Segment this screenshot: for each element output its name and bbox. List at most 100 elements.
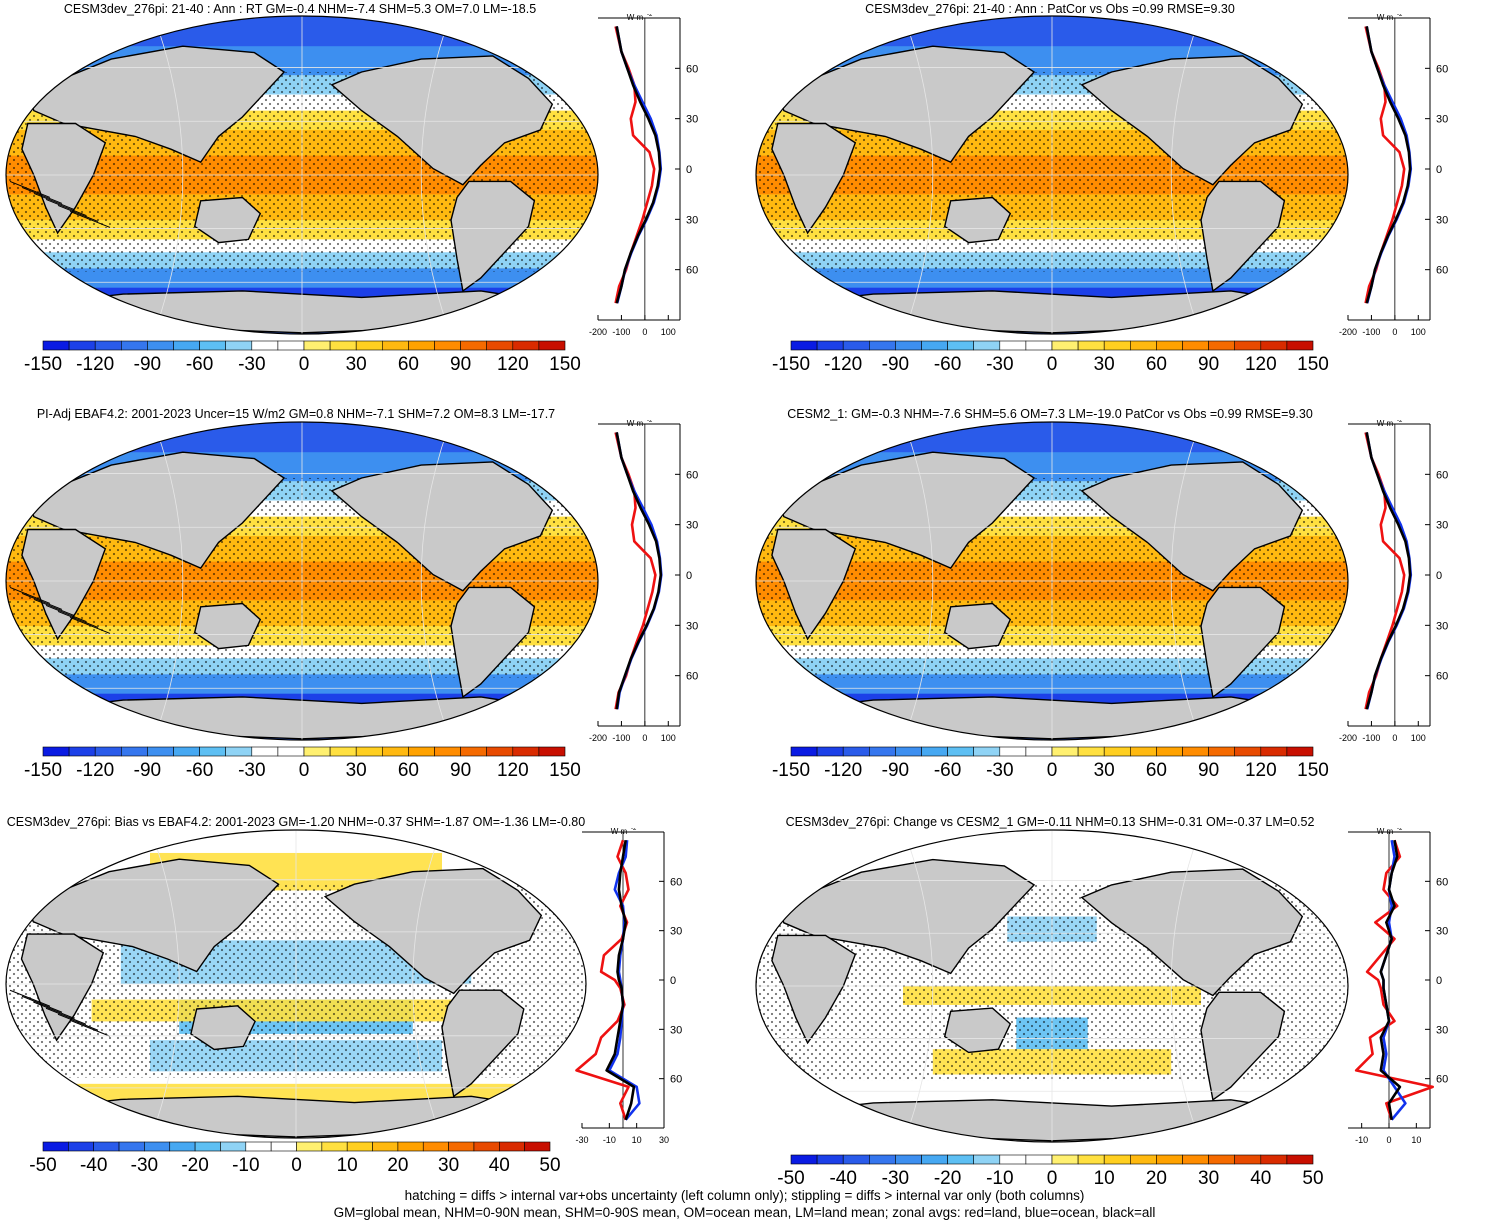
colorbar-label: 150 xyxy=(549,354,581,375)
zonal-ocean-line xyxy=(607,840,641,1121)
colorbar-swatch xyxy=(973,746,1001,757)
panel-title: CESM3dev_276pi: 21-40 : Ann : RT GM=-0.4… xyxy=(63,2,537,16)
colorbar-label: -150 xyxy=(23,760,63,781)
map-panel xyxy=(755,829,1349,1143)
colorbar-swatch xyxy=(93,1141,120,1152)
colorbar-label: -120 xyxy=(824,760,863,781)
colorbar-swatch xyxy=(1129,1154,1157,1165)
colorbar-swatch xyxy=(434,340,461,351)
colorbar-label: -90 xyxy=(133,354,162,375)
lat-tick-label: 60S xyxy=(1436,265,1448,277)
zonal-mean-plot: W m-2 60N 30N 0 30S 60S -200 -100 0 100 xyxy=(1339,14,1448,337)
colorbar-label: -40 xyxy=(79,1155,108,1176)
colorbar-label: 0 xyxy=(298,354,310,375)
zonal-unit-superscript: -2 xyxy=(1397,14,1403,18)
colorbar-swatch xyxy=(973,340,1001,351)
colorbar-label: -60 xyxy=(933,760,962,781)
colorbar-swatch xyxy=(225,340,253,351)
colorbar-swatch xyxy=(94,746,122,757)
lat-tick-label: 60N xyxy=(1436,469,1448,481)
x-tick-label: -200 xyxy=(589,327,607,337)
colorbar-label: -120 xyxy=(76,354,115,375)
colorbar-swatch xyxy=(68,340,96,351)
colorbar-swatch xyxy=(1051,340,1079,351)
land-mass xyxy=(943,196,1012,244)
colorbar-swatch xyxy=(251,340,279,351)
hatch-line xyxy=(69,616,111,634)
colorbar-swatch xyxy=(486,746,514,757)
land-mass xyxy=(1080,55,1304,186)
colorbar xyxy=(790,746,1314,757)
x-tick-label: -10 xyxy=(603,1135,616,1145)
lat-tick-label: 0 xyxy=(1436,164,1442,176)
graticule-line xyxy=(902,422,934,740)
zonal-unit-label: W m xyxy=(611,828,628,836)
colorbar-swatch xyxy=(1051,746,1079,757)
colorbar-swatch xyxy=(355,746,383,757)
land-mass xyxy=(190,1005,256,1051)
colorbar-swatch xyxy=(1234,1154,1262,1165)
colorbar-swatch xyxy=(381,340,409,351)
zonal-all-line xyxy=(1365,432,1412,710)
colorbar-swatch xyxy=(842,340,870,351)
lat-tick-label: 60N xyxy=(1436,876,1448,888)
zonal-land-line xyxy=(614,432,657,710)
hatch-line xyxy=(21,995,63,1013)
colorbar-swatch xyxy=(790,340,818,351)
land-mass xyxy=(771,528,857,641)
land-mass xyxy=(450,586,536,699)
lat-tick-label: 60N xyxy=(686,63,698,75)
zonal-land-line xyxy=(1364,432,1406,710)
lat-tick-label: 60N xyxy=(670,876,682,888)
colorbar-label: 60 xyxy=(397,760,419,781)
lat-tick-label: 30S xyxy=(1436,620,1448,632)
colorbar-label: 120 xyxy=(1244,760,1277,781)
colorbar-label: -150 xyxy=(771,354,811,375)
x-tick-label: 10 xyxy=(632,1135,642,1145)
x-tick-label: -10 xyxy=(1355,1135,1368,1145)
x-tick-label: -100 xyxy=(1362,733,1380,743)
panel-title: CESM2_1: GM=-0.3 NHM=-7.6 SHM=5.6 OM=7.3… xyxy=(787,407,1313,421)
footer-line-1: hatching = diffs > internal var+obs unce… xyxy=(404,1188,1085,1203)
colorbar-label: -120 xyxy=(824,354,863,375)
colorbar-swatch xyxy=(1077,1154,1105,1165)
colorbar-label: -30 xyxy=(881,1168,910,1189)
colorbar-swatch xyxy=(816,340,844,351)
colorbar-swatch xyxy=(277,746,305,757)
land-mass xyxy=(771,934,857,1045)
colorbar-swatch xyxy=(118,1141,145,1152)
lat-tick-label: 0 xyxy=(686,570,692,582)
lat-tick-label: 0 xyxy=(670,975,676,987)
colorbar-swatch xyxy=(147,340,174,351)
colorbar-swatch xyxy=(1103,746,1131,757)
x-tick-label: 0 xyxy=(642,327,647,337)
colorbar-swatch xyxy=(1156,1154,1183,1165)
x-tick-label: 100 xyxy=(661,733,676,743)
map-panel xyxy=(755,15,1349,335)
zonal-unit-label: W m xyxy=(1377,828,1394,836)
lat-tick-label: 30S xyxy=(686,214,698,226)
colorbar-label: 90 xyxy=(1198,760,1220,781)
colorbar-label: -50 xyxy=(777,1168,805,1189)
colorbar-swatch xyxy=(199,746,227,757)
land-mass xyxy=(323,867,543,995)
colorbar-swatch xyxy=(1260,746,1288,757)
zonal-unit-superscript: -2 xyxy=(647,14,653,18)
hatch-line xyxy=(9,586,51,604)
colorbar-swatch xyxy=(173,340,200,351)
colorbar-label: 120 xyxy=(1244,354,1277,375)
lat-tick-label: 30S xyxy=(1436,214,1448,226)
colorbar-label: -90 xyxy=(881,760,910,781)
colorbar-label: 90 xyxy=(450,354,472,375)
colorbar-label: 20 xyxy=(387,1155,409,1176)
hatch-line xyxy=(33,1001,75,1019)
lat-tick-label: 30N xyxy=(1436,926,1448,938)
colorbar-label: 60 xyxy=(1145,354,1167,375)
colorbar-swatch xyxy=(408,746,435,757)
colorbar-swatch xyxy=(121,340,148,351)
colorbar-swatch xyxy=(1156,746,1183,757)
colorbar-swatch xyxy=(1025,746,1053,757)
colorbar-swatch xyxy=(251,746,279,757)
colorbar-swatch xyxy=(947,1154,975,1165)
colorbar-label: 120 xyxy=(496,760,529,781)
